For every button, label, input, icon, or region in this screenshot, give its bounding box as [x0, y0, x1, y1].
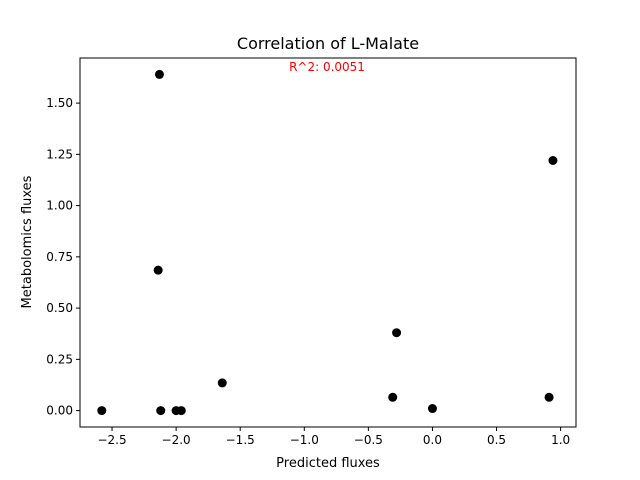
y-tick-label: 0.50 [46, 301, 73, 315]
data-point [97, 406, 107, 416]
x-tick-label: −1.0 [290, 433, 319, 447]
x-axis-label: Predicted fluxes [276, 456, 380, 471]
x-tick-label: −2.0 [162, 433, 191, 447]
x-tick-label: −2.5 [97, 433, 126, 447]
data-point [176, 406, 186, 416]
y-tick-label: 0.75 [46, 250, 73, 264]
x-tick-label: −0.5 [354, 433, 383, 447]
r-squared-annotation: R^2: 0.0051 [289, 60, 365, 74]
y-tick-label: 1.25 [46, 147, 73, 161]
y-axis-label: Metabolomics fluxes [20, 175, 35, 308]
data-points [97, 69, 558, 416]
data-point [156, 406, 166, 416]
y-tick-label: 0.25 [46, 352, 73, 366]
x-axis-ticks: −2.5 −2.0 −1.5 −1.0 −0.5 0.0 0.5 1.0 [97, 427, 570, 447]
x-tick-label: −1.5 [226, 433, 255, 447]
data-point [548, 156, 558, 165]
y-tick-label: 1.50 [46, 96, 73, 110]
y-axis-ticks: 0.00 0.25 0.50 0.75 1.00 1.25 1.50 [46, 96, 80, 418]
data-point [392, 328, 402, 338]
data-point [544, 392, 554, 402]
x-tick-label: 0.5 [487, 433, 506, 447]
data-point [388, 392, 398, 402]
y-tick-label: 1.00 [46, 199, 73, 213]
plot-area-frame [79, 57, 577, 428]
data-point [217, 378, 227, 388]
data-point [153, 265, 163, 275]
x-tick-label: 1.0 [551, 433, 570, 447]
data-point [427, 404, 437, 414]
x-tick-label: 0.0 [423, 433, 442, 447]
chart-title: Correlation of L-Malate [237, 34, 419, 53]
data-point [154, 69, 164, 79]
y-tick-label: 0.00 [46, 404, 73, 418]
